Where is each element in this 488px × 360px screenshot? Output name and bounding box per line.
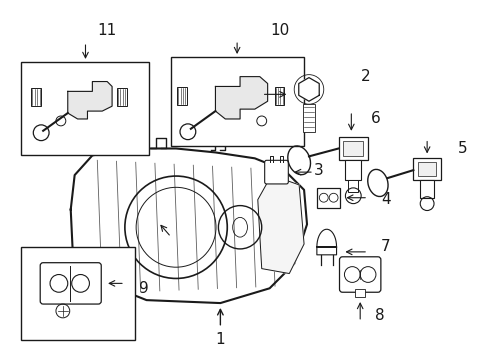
Bar	[347, 180, 358, 192]
Text: 1: 1	[215, 332, 225, 347]
Bar	[171, 57, 304, 145]
Bar	[412, 158, 440, 180]
Bar	[274, 87, 284, 105]
Bar	[345, 160, 361, 180]
FancyBboxPatch shape	[264, 160, 288, 184]
Text: 9: 9	[139, 281, 148, 296]
Text: 10: 10	[269, 23, 288, 38]
Bar	[21, 247, 135, 341]
Text: 6: 6	[370, 112, 380, 126]
Text: 8: 8	[374, 309, 384, 323]
Bar	[316, 188, 340, 208]
Text: 7: 7	[380, 239, 390, 255]
Bar	[31, 89, 41, 106]
Polygon shape	[215, 77, 267, 119]
Bar	[117, 89, 126, 106]
Polygon shape	[257, 175, 304, 274]
Polygon shape	[68, 82, 112, 119]
Polygon shape	[298, 78, 319, 101]
Text: 5: 5	[457, 141, 467, 156]
Bar	[177, 87, 186, 105]
Bar	[355, 289, 365, 297]
Bar	[343, 141, 363, 156]
Text: 2: 2	[361, 69, 370, 84]
Bar	[419, 180, 433, 198]
Bar	[417, 162, 435, 176]
Text: 3: 3	[313, 163, 323, 177]
FancyBboxPatch shape	[339, 257, 380, 292]
Text: 11: 11	[97, 23, 117, 38]
Polygon shape	[316, 229, 336, 255]
Bar	[338, 137, 367, 160]
Polygon shape	[71, 148, 306, 303]
Bar	[303, 104, 314, 132]
FancyBboxPatch shape	[40, 263, 101, 304]
Bar	[21, 62, 149, 156]
Text: 4: 4	[380, 192, 390, 207]
